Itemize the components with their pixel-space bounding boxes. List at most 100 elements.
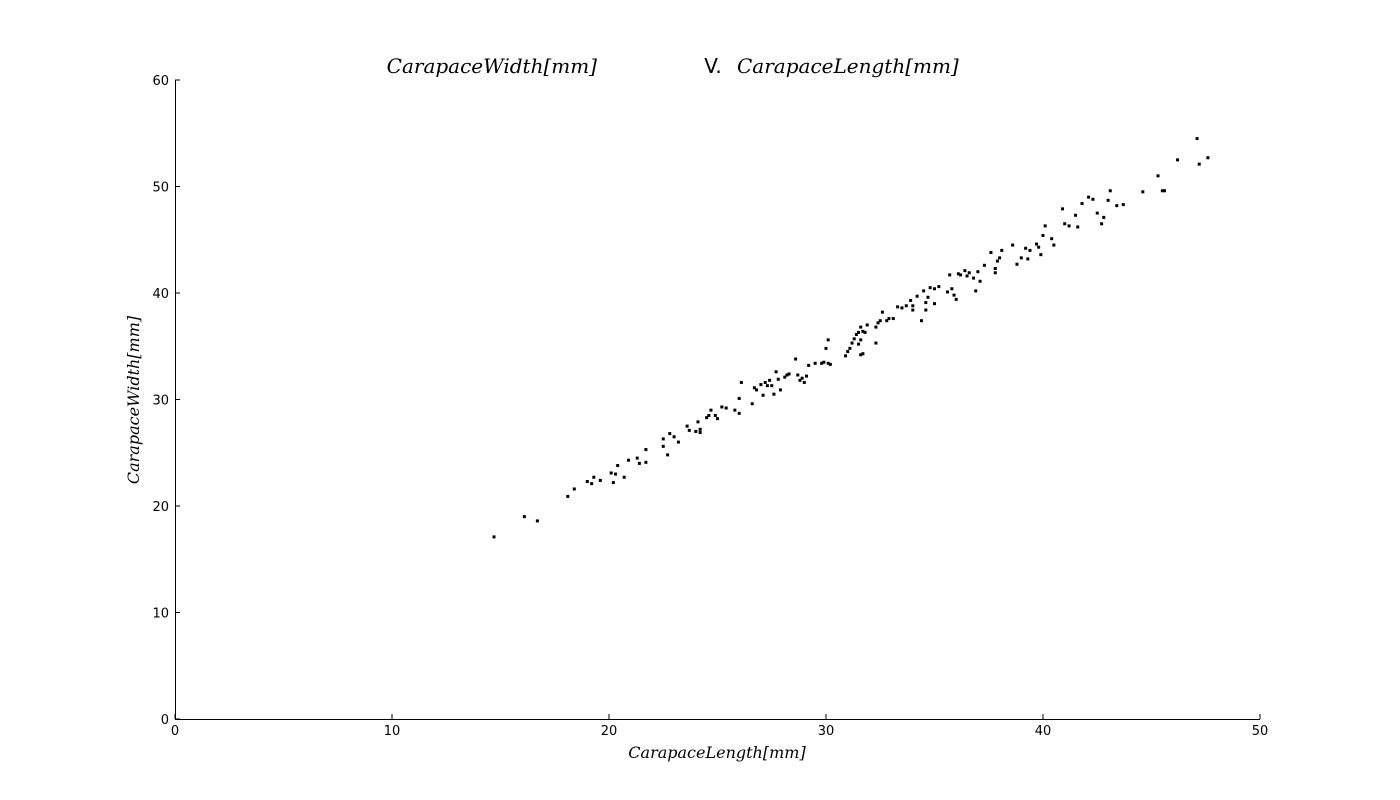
data-point: [750, 402, 754, 406]
data-point: [637, 461, 641, 465]
data-point: [978, 279, 982, 283]
data-point: [896, 305, 900, 309]
data-point: [861, 352, 865, 356]
data-point: [752, 386, 756, 390]
data-point: [1156, 174, 1160, 178]
data-point: [611, 481, 615, 485]
data-point: [1015, 262, 1019, 266]
data-point: [1195, 137, 1199, 141]
data-point: [687, 428, 691, 432]
data-point: [859, 325, 863, 329]
data-point: [922, 289, 926, 293]
data-point: [963, 269, 967, 273]
data-point: [635, 456, 639, 460]
data-point: [911, 304, 915, 308]
data-point: [705, 416, 709, 420]
data-point: [1091, 197, 1095, 201]
data-point: [776, 377, 780, 381]
data-point: [928, 286, 932, 290]
data-point: [948, 273, 952, 277]
x-tick-label: 40: [1035, 724, 1052, 739]
data-point: [737, 411, 741, 415]
data-point: [1050, 237, 1054, 241]
data-point: [900, 306, 904, 310]
data-point: [885, 319, 889, 323]
y-axis-ticks: 0 10 20 30 40 50 60: [152, 74, 180, 728]
data-point: [492, 535, 496, 539]
data-point: [857, 330, 861, 334]
data-point: [1037, 245, 1041, 249]
data-point: [1102, 215, 1106, 219]
data-point: [733, 408, 737, 412]
data-point: [737, 396, 741, 400]
data-point: [1019, 256, 1023, 260]
data-point: [739, 380, 743, 384]
data-point: [924, 308, 928, 312]
data-point: [644, 448, 648, 452]
y-tick-label: 30: [152, 394, 169, 409]
data-point: [1034, 242, 1038, 246]
data-point: [965, 274, 969, 278]
data-point: [844, 354, 848, 358]
data-point: [694, 429, 698, 433]
data-point: [774, 370, 778, 374]
data-point: [822, 360, 826, 364]
data-point: [852, 337, 856, 341]
data-point: [598, 478, 602, 482]
data-point: [1115, 204, 1119, 208]
data-point: [993, 271, 997, 275]
data-point: [874, 341, 878, 345]
data-point: [1176, 158, 1180, 162]
y-tick-label: 20: [152, 500, 169, 515]
data-point: [1076, 225, 1080, 229]
data-point: [772, 392, 776, 396]
data-point: [857, 342, 861, 346]
data-point: [1067, 224, 1071, 228]
data-point: [609, 471, 613, 475]
data-point: [572, 487, 576, 491]
data-point: [724, 406, 728, 410]
data-point: [794, 357, 798, 361]
data-point: [807, 363, 811, 367]
data-point: [666, 453, 670, 457]
data-point: [614, 472, 618, 476]
data-point: [535, 519, 539, 523]
data-point: [765, 384, 769, 388]
data-point: [826, 361, 830, 365]
data-point: [804, 374, 808, 378]
data-point: [861, 329, 865, 333]
x-tick-label: 30: [818, 724, 835, 739]
data-point: [522, 515, 526, 519]
data-point: [1206, 156, 1210, 160]
data-point: [933, 302, 936, 306]
data-point: [954, 297, 958, 301]
data-point: [1043, 224, 1047, 228]
data-point: [1041, 233, 1045, 237]
data-point: [876, 321, 880, 325]
data-point: [1011, 243, 1015, 247]
data-point: [759, 383, 763, 387]
data-point: [874, 325, 878, 329]
data-point: [926, 295, 930, 299]
data-point: [1052, 243, 1056, 247]
data-point: [915, 294, 919, 298]
data-point: [783, 375, 787, 379]
data-point: [824, 346, 828, 350]
chart-title-separator: V.: [704, 54, 721, 78]
y-tick-label: 50: [152, 181, 169, 196]
data-point: [755, 388, 759, 392]
data-point: [1160, 189, 1164, 193]
y-tick-label: 0: [161, 713, 169, 728]
data-point: [1080, 202, 1084, 206]
data-point: [848, 346, 852, 350]
data-point: [709, 408, 713, 412]
y-tick-label: 60: [152, 74, 169, 89]
data-point: [937, 285, 941, 289]
data-point: [661, 437, 665, 441]
chart-title-left: CarapaceWidth[mm]: [387, 54, 598, 78]
data-point: [891, 317, 895, 321]
data-point: [761, 393, 765, 397]
data-point: [904, 304, 908, 308]
data-point: [1087, 195, 1091, 199]
